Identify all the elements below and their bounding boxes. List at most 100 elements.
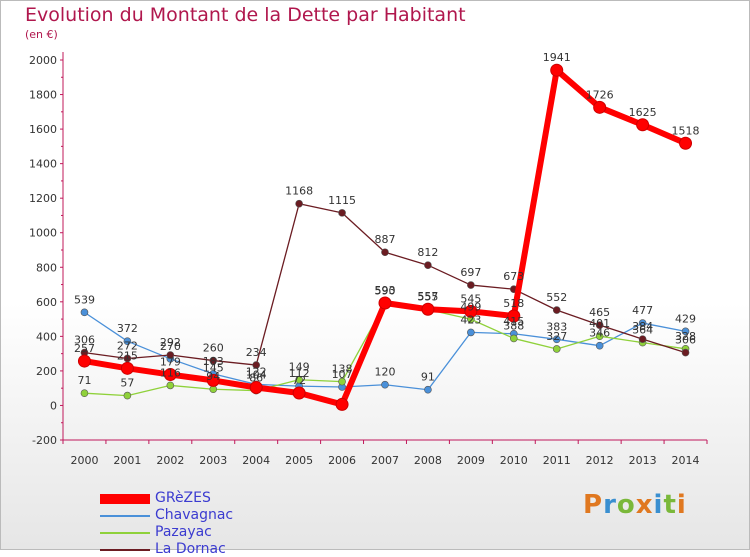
data-point [378, 296, 392, 310]
data-label: 383 [546, 320, 567, 333]
data-point [252, 361, 261, 369]
data-label: 116 [160, 366, 181, 379]
x-tick-label: 2014 [672, 454, 700, 467]
data-label: 1941 [543, 51, 571, 64]
x-tick-label: 2008 [414, 454, 442, 467]
legend-swatch [100, 494, 150, 504]
data-label: 260 [203, 342, 224, 355]
data-point [552, 306, 561, 314]
x-tick-label: 2003 [199, 454, 227, 467]
data-label: 429 [675, 312, 696, 325]
data-point [295, 375, 303, 384]
y-tick-label: 400 [36, 330, 57, 343]
data-label: 545 [460, 292, 481, 305]
data-label: 306 [74, 334, 95, 347]
data-point [681, 348, 690, 357]
data-label: 179 [160, 356, 181, 369]
data-label: 346 [589, 327, 610, 340]
data-label: 557 [417, 290, 438, 303]
data-point [80, 308, 89, 317]
data-label: 1726 [586, 88, 614, 101]
x-tick-label: 2010 [500, 454, 528, 467]
data-point [421, 302, 435, 316]
y-tick-label: -200 [32, 434, 57, 447]
data-point [636, 118, 650, 132]
x-tick-label: 2001 [113, 454, 141, 467]
data-label: 388 [503, 319, 524, 332]
data-label: 91 [421, 371, 435, 384]
data-label: 812 [417, 246, 438, 259]
y-tick-label: 0 [50, 399, 57, 412]
data-label: 1625 [629, 106, 657, 119]
data-point [424, 261, 432, 270]
y-tick-label: 1400 [29, 158, 57, 171]
data-point [120, 361, 134, 375]
y-tick-label: 200 [36, 365, 57, 378]
data-label: 539 [74, 293, 95, 306]
data-point [335, 397, 349, 411]
data-label: 415 [503, 315, 524, 328]
data-point [467, 281, 475, 289]
data-label: 552 [546, 291, 567, 304]
logo-letter: i [653, 490, 664, 520]
y-tick-label: 800 [36, 261, 57, 274]
proxiti-logo: Proxiti [583, 490, 687, 520]
data-label: 234 [246, 346, 267, 359]
data-label: 145 [203, 361, 224, 374]
data-point [550, 63, 564, 77]
legend-swatch [100, 515, 150, 517]
data-label: 107 [332, 368, 353, 381]
data-label: 94 [206, 370, 220, 383]
data-point [507, 309, 521, 323]
data-label: 104 [246, 368, 267, 381]
logo-letter: r [603, 490, 617, 520]
logo-letter: i [676, 490, 687, 520]
data-label: 372 [117, 322, 138, 335]
data-point [552, 335, 561, 344]
x-tick-label: 2012 [586, 454, 614, 467]
data-point [206, 373, 220, 387]
data-point [467, 328, 475, 337]
y-tick-label: 1000 [29, 227, 57, 240]
data-label: 183 [203, 355, 224, 368]
data-label: 328 [675, 330, 696, 343]
data-label: 364 [632, 324, 653, 337]
data-point [464, 304, 478, 318]
data-point [595, 341, 604, 350]
x-tick-label: 2002 [156, 454, 184, 467]
data-label: 292 [160, 336, 181, 349]
data-point [295, 199, 303, 208]
data-label: 1518 [672, 124, 700, 137]
data-label: 215 [117, 349, 138, 362]
y-tick-label: 1800 [29, 89, 57, 102]
x-tick-label: 2007 [371, 454, 399, 467]
y-tick-label: 2000 [29, 54, 57, 67]
data-label: 257 [74, 342, 95, 355]
data-label: 499 [460, 300, 481, 313]
data-label: 401 [589, 317, 610, 330]
data-point [77, 354, 91, 368]
legend-label: La Dornac [155, 541, 226, 557]
data-label: 593 [375, 284, 396, 297]
x-tick-label: 2006 [328, 454, 356, 467]
data-point [249, 380, 263, 394]
data-point [509, 334, 518, 343]
data-point [424, 385, 432, 394]
x-tick-label: 2009 [457, 454, 485, 467]
logo-letter: P [583, 490, 604, 520]
data-label: 138 [332, 363, 353, 376]
data-label: 57 [120, 377, 134, 390]
data-point [638, 335, 647, 343]
data-label: 1115 [328, 194, 356, 207]
data-label: 590 [375, 285, 396, 298]
legend-swatch [100, 549, 150, 551]
data-point [638, 319, 647, 327]
data-label: 384 [632, 320, 653, 333]
x-tick-label: 2005 [285, 454, 313, 467]
data-label: 72 [292, 374, 306, 387]
legend-swatch [100, 532, 150, 534]
legend-label: Chavagnac [155, 507, 234, 523]
data-point [381, 248, 389, 257]
data-point [338, 209, 346, 217]
